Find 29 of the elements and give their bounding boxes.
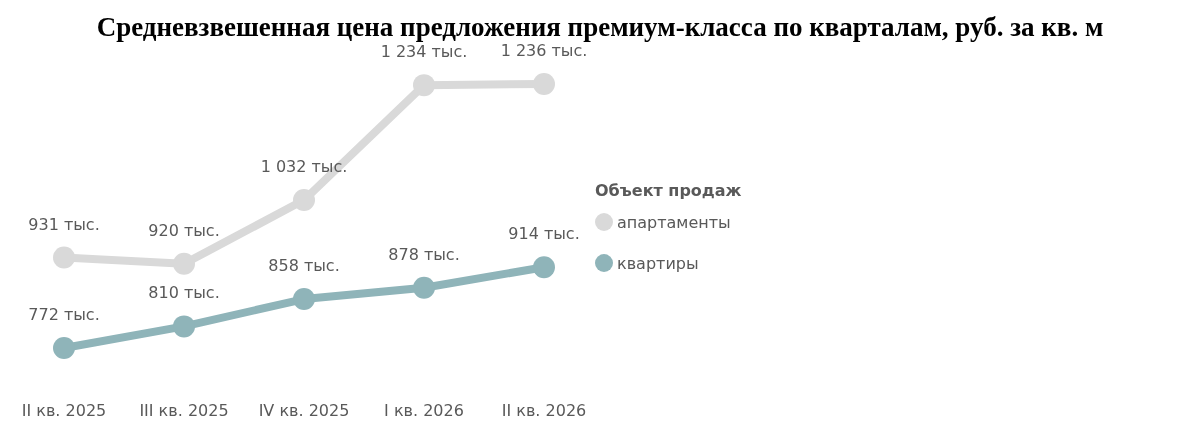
point: [533, 256, 555, 279]
point: [293, 189, 315, 212]
data-label: 772 тыс.: [28, 305, 100, 324]
data-label: 914 тыс.: [508, 224, 580, 244]
data-label: 1 032 тыс.: [260, 157, 348, 177]
point: [173, 252, 195, 275]
point: [413, 276, 435, 299]
chart-title: Средневзвешенная цена предложения премиум-класса по кварталам, руб. за кв. м: [96, 12, 1104, 42]
x-tick-label: III кв. 2025: [139, 401, 229, 420]
point: [53, 246, 75, 269]
legend-title: Объект продаж: [595, 181, 742, 200]
x-tick-label: I кв. 2026: [384, 401, 464, 420]
point: [173, 315, 195, 338]
data-label: 920 тыс.: [148, 220, 220, 240]
data-label: 858 тыс.: [268, 256, 340, 276]
legend-label: квартиры: [617, 254, 699, 273]
x-tick-label: II кв. 2026: [501, 401, 587, 420]
legend-label: апартаменты: [617, 213, 731, 232]
point: [413, 74, 435, 97]
data-label: 1 236 тыс.: [500, 41, 588, 60]
data-label: 931 тыс.: [28, 214, 100, 234]
data-label: 1 234 тыс.: [380, 42, 468, 62]
data-label: 878 тыс.: [388, 244, 460, 264]
x-tick-label: II кв. 2025: [21, 401, 107, 420]
point: [533, 73, 555, 95]
point: [53, 337, 75, 359]
point: [293, 288, 315, 311]
x-tick-label: IV кв. 2025: [258, 401, 350, 420]
data-label: 810 тыс.: [148, 283, 220, 303]
